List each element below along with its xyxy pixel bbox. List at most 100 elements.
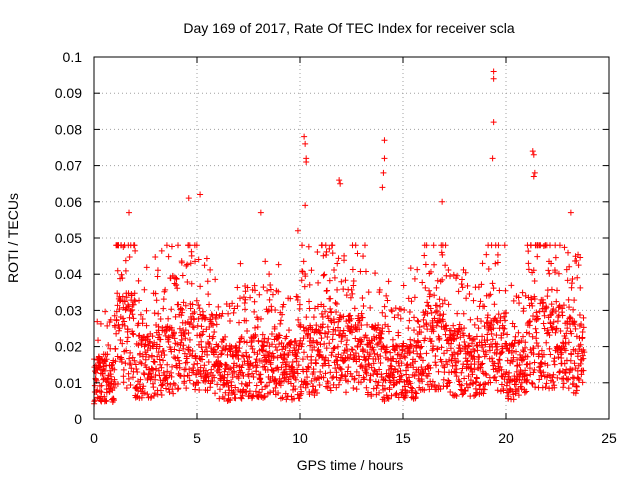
data-point: [120, 373, 127, 380]
data-point: [314, 340, 321, 347]
data-point: [200, 328, 207, 335]
data-point: [244, 328, 251, 335]
data-point: [252, 388, 259, 395]
data-point: [212, 315, 219, 322]
data-point: [474, 315, 481, 322]
data-point: [340, 327, 347, 334]
data-point: [448, 357, 455, 364]
data-point: [474, 342, 481, 349]
data-point: [185, 195, 192, 202]
data-point: [278, 339, 285, 346]
data-point: [433, 362, 440, 369]
data-point: [230, 364, 237, 371]
data-point: [293, 358, 300, 365]
data-point: [196, 387, 203, 394]
data-point: [362, 332, 369, 339]
data-point: [503, 309, 510, 316]
data-point: [429, 319, 436, 326]
data-point: [313, 339, 320, 346]
data-point: [547, 242, 554, 249]
data-point: [171, 335, 178, 342]
data-point: [457, 347, 464, 354]
data-point: [103, 398, 110, 405]
data-point: [173, 281, 180, 288]
data-point: [443, 383, 450, 390]
data-point: [340, 349, 347, 356]
data-point: [316, 348, 323, 355]
data-point: [267, 281, 274, 288]
data-point: [338, 278, 345, 285]
data-point: [550, 371, 557, 378]
data-point: [279, 346, 286, 353]
chart-title: Day 169 of 2017, Rate Of TEC Index for r…: [183, 20, 514, 36]
data-point: [561, 360, 568, 367]
data-point: [566, 314, 573, 321]
data-point: [451, 349, 458, 356]
data-point: [169, 386, 176, 393]
data-point: [270, 353, 277, 360]
data-point: [529, 302, 536, 309]
data-point: [512, 333, 519, 340]
data-point: [442, 262, 449, 269]
data-point: [551, 355, 558, 362]
data-point: [144, 376, 151, 383]
data-point: [469, 371, 476, 378]
data-point: [186, 366, 193, 373]
data-point: [235, 356, 242, 363]
data-point: [319, 324, 326, 331]
data-point: [323, 248, 330, 255]
data-point: [530, 151, 537, 158]
x-tick-label: 15: [395, 430, 411, 446]
data-point: [578, 321, 585, 328]
data-point: [190, 324, 197, 331]
data-point: [195, 379, 202, 386]
data-point: [500, 324, 507, 331]
y-tick-label: 0.03: [55, 302, 82, 318]
data-point: [151, 359, 158, 366]
data-point: [579, 352, 586, 359]
data-point: [199, 356, 206, 363]
data-point: [241, 299, 248, 306]
data-point: [245, 373, 252, 380]
data-point: [444, 347, 451, 354]
data-point: [360, 253, 367, 260]
data-point: [267, 389, 274, 396]
data-point: [368, 391, 375, 398]
data-point: [437, 303, 444, 310]
data-point: [168, 348, 175, 355]
data-point: [424, 381, 431, 388]
data-point: [289, 358, 296, 365]
data-point: [264, 339, 271, 346]
data-point: [122, 267, 129, 274]
data-points: [91, 68, 588, 407]
data-point: [127, 308, 134, 315]
data-point: [483, 319, 490, 326]
data-point: [580, 314, 587, 321]
data-point: [303, 314, 310, 321]
data-point: [177, 339, 184, 346]
data-point: [496, 367, 503, 374]
data-point: [118, 271, 125, 278]
data-point: [215, 343, 222, 350]
data-point: [556, 369, 563, 376]
data-point: [250, 374, 257, 381]
data-point: [523, 329, 530, 336]
data-point: [479, 360, 486, 367]
data-point: [204, 387, 211, 394]
data-point: [569, 366, 576, 373]
data-point: [461, 325, 468, 332]
data-point: [249, 370, 256, 377]
data-point: [355, 353, 362, 360]
data-point: [381, 385, 388, 392]
data-point: [150, 384, 157, 391]
x-tick-label: 10: [292, 430, 308, 446]
data-point: [488, 341, 495, 348]
data-point: [371, 367, 378, 374]
data-point: [529, 333, 536, 340]
data-point: [419, 378, 426, 385]
data-point: [579, 334, 586, 341]
data-point: [412, 358, 419, 365]
data-point: [359, 294, 366, 301]
data-point: [225, 383, 232, 390]
data-point: [152, 290, 159, 297]
